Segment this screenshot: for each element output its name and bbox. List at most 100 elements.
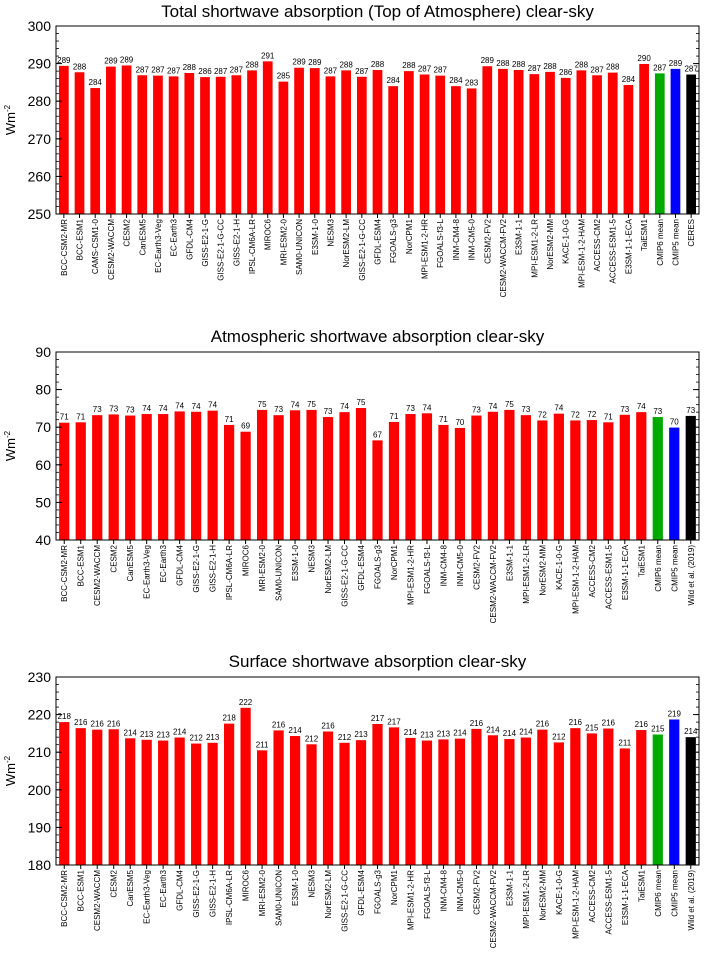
x-tick-label: TaiESM1 [640,218,649,251]
bar [306,409,317,540]
data-label: 71 [604,412,613,421]
y-axis-label-exponent: -2 [3,755,12,763]
bar [59,422,70,540]
data-label: 216 [635,720,649,729]
x-tick-label: KACE-1-0-G [555,545,564,590]
data-label: 287 [355,67,369,76]
data-label: 289 [292,58,306,67]
bar [141,739,152,865]
bar [636,730,647,865]
data-label: 288 [245,60,259,69]
bar [207,410,218,540]
data-label: 73 [620,405,629,414]
chart-1: Total shortwave absorption (Top of Atmos… [3,2,700,297]
x-tick-label: CMIP6 mean [654,870,663,917]
bar [421,740,433,865]
data-label: 287 [528,64,542,73]
x-tick-label: GISS-E2-1-G-CC [358,219,367,281]
x-tick-label: E3SM-1-1-ECA [621,544,630,600]
y-tick-label: 190 [28,819,52,835]
x-tick-label: GISS-E2-1-G-CC [341,545,350,607]
bar [262,61,273,215]
x-tick-label: ACCESS-ESM1-5 [604,869,613,934]
y-tick-label: 180 [28,857,52,873]
bar [256,409,268,540]
bar [273,415,284,540]
x-tick-label: TaiESM1 [637,544,646,577]
data-label: 288 [606,63,620,72]
x-tick-label: MRI-ESM2-0 [279,218,288,265]
bar [619,748,630,865]
data-label: 213 [156,731,170,740]
x-tick-label: E3SM-1-1 [505,869,514,906]
x-tick-label: INM-CM5-0 [456,869,465,911]
bar [137,75,148,214]
data-label: 284 [449,76,463,85]
bar [537,420,548,540]
data-label: 214 [519,728,533,737]
bar [560,77,571,214]
bar [504,409,515,540]
data-label: 212 [305,734,319,743]
bar [174,737,185,865]
bar [404,71,414,215]
x-tick-label: MPI-ESM1-2-HR [406,545,415,605]
bar [520,415,531,540]
data-label: 214 [684,727,698,736]
data-label: 70 [455,418,464,427]
x-tick-label: MIROC6 [242,869,251,901]
y-axis-label-exponent: -2 [3,104,12,112]
bar [289,736,301,865]
data-label: 222 [239,698,253,707]
y-tick-label: 260 [28,168,52,184]
x-tick-label: NorCPM1 [390,544,399,580]
x-tick-label: CESM2-WACCM [107,219,116,280]
bar [487,735,499,865]
data-label: 69 [241,422,250,431]
bar [603,728,614,865]
data-label: 287 [230,65,244,74]
data-label: 213 [206,733,220,742]
x-tick-label: EC-Earth3-Veg [143,545,152,599]
data-label: 74 [340,402,349,411]
data-label: 73 [274,405,283,414]
x-tick-label: TaiESM1 [637,869,646,902]
bar [592,75,602,214]
bar [686,74,697,214]
bar [537,729,548,865]
bar [619,414,630,540]
x-tick-label: GISS-E2-1-G [192,545,201,593]
y-axis-label: Wm-2 [3,755,18,786]
bar [158,740,169,865]
data-label: 289 [104,57,118,66]
bar [438,424,449,540]
bar [471,415,482,540]
x-tick-label: NorESM2-MM [538,870,547,921]
x-tick-label: EC-Earth3 [159,544,168,582]
bar [654,73,665,214]
x-tick-label: CERES [687,219,696,247]
bar [576,70,587,215]
data-label: 212 [189,734,203,743]
bar [570,420,581,540]
bar [108,729,119,865]
data-label: 286 [198,67,212,76]
data-label: 73 [126,406,135,415]
y-axis-label-exponent: -2 [3,430,12,438]
x-tick-label: MRI-ESM2-0 [258,544,267,591]
x-tick-label: NorESM2-LM [324,545,333,594]
bar [570,728,581,865]
bar [341,70,351,215]
bar [106,66,116,214]
data-label: 75 [505,400,514,409]
x-tick-label: FGOALS-g3 [374,544,383,589]
x-tick-label: INM-CM5-0 [468,218,477,260]
x-tick-label: CAMS-CSM1-0 [91,218,100,274]
x-tick-label: NorESM2-LM [342,219,351,268]
bar [652,734,663,865]
data-label: 287 [136,65,150,74]
data-label: 71 [60,413,69,422]
x-tick-label: CESM2 [123,218,132,246]
x-tick-label: BCC-ESM1 [76,218,85,260]
bar [388,727,400,865]
